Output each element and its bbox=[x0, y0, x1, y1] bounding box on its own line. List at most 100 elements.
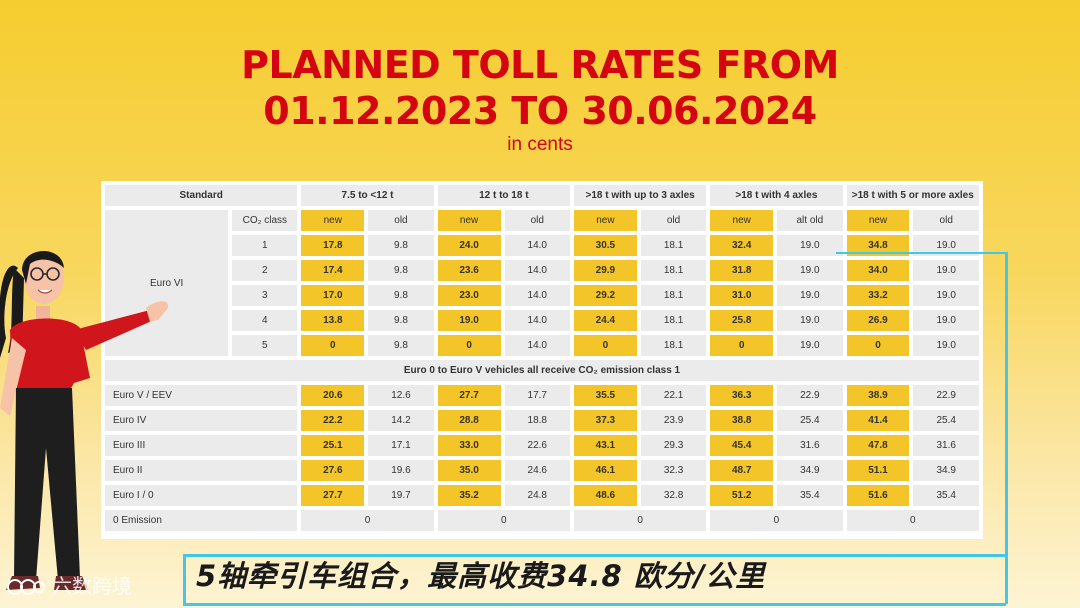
co2-class-cell: 2 bbox=[232, 260, 298, 281]
rate-new-cell: 51.6 bbox=[846, 485, 910, 506]
rate-new-cell: 17.4 bbox=[301, 260, 365, 281]
rate-old-cell: 19.0 bbox=[913, 335, 979, 356]
subheader-old: old bbox=[913, 210, 979, 231]
table-row: 0 Emission 0 0 0 0 0 bbox=[105, 510, 979, 531]
rate-new-cell: 48.6 bbox=[573, 485, 637, 506]
rate-new-cell: 31.0 bbox=[710, 285, 774, 306]
page-title: PLANNED TOLL RATES FROM 01.12.2023 TO 30… bbox=[0, 42, 1080, 134]
zero-emission-rate-cell: 0 bbox=[301, 510, 434, 531]
rate-new-cell: 25.1 bbox=[301, 435, 365, 456]
rate-new-cell: 22.2 bbox=[301, 410, 365, 431]
rate-old-cell: 17.1 bbox=[368, 435, 434, 456]
toll-rate-table: Standard 7.5 to <12 t 12 t to 18 t >18 t wi… bbox=[101, 181, 983, 535]
rate-old-cell: 18.1 bbox=[640, 310, 707, 331]
rate-old-cell: 19.7 bbox=[368, 485, 434, 506]
rate-old-cell: 29.3 bbox=[640, 435, 707, 456]
rate-new-cell: 28.8 bbox=[437, 410, 501, 431]
rate-new-cell: 27.6 bbox=[301, 460, 365, 481]
header-weight-group: 12 t to 18 t bbox=[437, 185, 570, 206]
page-subtitle: in cents bbox=[507, 134, 573, 155]
emission-class-note: Euro 0 to Euro V vehicles all receive CO… bbox=[105, 360, 979, 381]
table-row: Euro V / EEV 20.6 12.6 27.7 17.7 35.5 22.1 36.3… bbox=[105, 385, 979, 406]
rate-old-cell: 19.0 bbox=[913, 260, 979, 281]
table-row: Euro II 27.6 19.6 35.0 24.6 46.1 32.3 48.7 34.9 5… bbox=[105, 460, 979, 481]
rate-new-cell: 51.2 bbox=[710, 485, 774, 506]
rate-old-cell: 19.0 bbox=[777, 310, 843, 331]
subheader-new: new bbox=[301, 210, 365, 231]
rate-new-cell: 48.7 bbox=[710, 460, 774, 481]
rate-old-cell: 19.0 bbox=[913, 235, 979, 256]
table-row: Euro I / 0 27.7 19.7 35.2 24.8 48.6 32.8 51.2 35… bbox=[105, 485, 979, 506]
rate-old-cell: 19.0 bbox=[777, 335, 843, 356]
rate-new-cell: 34.8 bbox=[846, 235, 910, 256]
rate-new-cell: 27.7 bbox=[301, 485, 365, 506]
rate-new-cell: 33.2 bbox=[846, 285, 910, 306]
rate-old-cell: 25.4 bbox=[913, 410, 979, 431]
watermark-text: 六数跨境 bbox=[52, 576, 132, 598]
subheader-new: new bbox=[846, 210, 910, 231]
rate-old-cell: 18.1 bbox=[640, 235, 707, 256]
rate-old-cell: 9.8 bbox=[368, 285, 434, 306]
title-line-2: 01.12.2023 TO 30.06.2024 bbox=[263, 89, 817, 133]
rate-old-cell: 34.9 bbox=[913, 460, 979, 481]
rate-new-cell: 30.5 bbox=[573, 235, 637, 256]
rate-new-cell: 0 bbox=[437, 335, 501, 356]
rate-old-cell: 18.8 bbox=[504, 410, 570, 431]
rate-old-cell: 22.6 bbox=[504, 435, 570, 456]
rate-old-cell: 14.0 bbox=[504, 260, 570, 281]
subheader-new: new bbox=[573, 210, 637, 231]
rate-old-cell: 18.1 bbox=[640, 285, 707, 306]
subheader-old: alt old bbox=[777, 210, 843, 231]
rate-old-cell: 32.3 bbox=[640, 460, 707, 481]
rate-new-cell: 35.0 bbox=[437, 460, 501, 481]
rate-new-cell: 35.2 bbox=[437, 485, 501, 506]
title-line-1: PLANNED TOLL RATES FROM bbox=[241, 43, 839, 87]
table-row: 3 17.0 9.8 23.0 14.0 29.2 18.1 31.0 19.0 33.2 19.0 bbox=[105, 285, 979, 306]
rate-old-cell: 34.9 bbox=[777, 460, 843, 481]
rate-new-cell: 47.8 bbox=[846, 435, 910, 456]
table-header-row: Standard 7.5 to <12 t 12 t to 18 t >18 t wi… bbox=[105, 185, 979, 206]
toll-rate-table-panel: Standard 7.5 to <12 t 12 t to 18 t >18 t wi… bbox=[101, 181, 983, 539]
table-row: Euro III 25.1 17.1 33.0 22.6 43.1 29.3 45.4 31.6… bbox=[105, 435, 979, 456]
rate-new-cell: 19.0 bbox=[437, 310, 501, 331]
rate-old-cell: 9.8 bbox=[368, 335, 434, 356]
rate-old-cell: 32.8 bbox=[640, 485, 707, 506]
table-row: Euro IV 22.2 14.2 28.8 18.8 37.3 23.9 38.8 25.4 4… bbox=[105, 410, 979, 431]
rate-new-cell: 45.4 bbox=[710, 435, 774, 456]
rate-old-cell: 9.8 bbox=[368, 235, 434, 256]
rate-old-cell: 14.0 bbox=[504, 335, 570, 356]
rate-old-cell: 25.4 bbox=[777, 410, 843, 431]
zero-emission-rate-cell: 0 bbox=[846, 510, 979, 531]
highlight-callout-vertical-line bbox=[1005, 252, 1008, 604]
header-weight-group: >18 t with 5 or more axles bbox=[846, 185, 979, 206]
rate-new-cell: 36.3 bbox=[710, 385, 774, 406]
rate-new-cell: 25.8 bbox=[710, 310, 774, 331]
watermark-logo-icon bbox=[7, 579, 45, 595]
highlight-callout-line bbox=[836, 252, 1006, 254]
rate-old-cell: 31.6 bbox=[777, 435, 843, 456]
rate-new-cell: 24.0 bbox=[437, 235, 501, 256]
rate-old-cell: 14.0 bbox=[504, 310, 570, 331]
rate-old-cell: 18.1 bbox=[640, 335, 707, 356]
table-row: 5 0 9.8 0 14.0 0 18.1 0 19.0 0 19.0 bbox=[105, 335, 979, 356]
rate-new-cell: 51.1 bbox=[846, 460, 910, 481]
presenter-woman-illustration bbox=[0, 250, 169, 590]
rate-old-cell: 22.9 bbox=[913, 385, 979, 406]
co2-class-cell: 5 bbox=[232, 335, 298, 356]
rate-new-cell: 17.8 bbox=[301, 235, 365, 256]
table-note-row: Euro 0 to Euro V vehicles all receive CO… bbox=[105, 360, 979, 381]
rate-new-cell: 41.4 bbox=[846, 410, 910, 431]
co2-class-cell: 3 bbox=[232, 285, 298, 306]
table-subheader-row: Euro VI CO₂ class new old new old new old new alt… bbox=[105, 210, 979, 356]
rate-new-cell: 23.0 bbox=[437, 285, 501, 306]
rate-old-cell: 24.6 bbox=[504, 460, 570, 481]
rate-old-cell: 35.4 bbox=[777, 485, 843, 506]
rate-new-cell: 24.4 bbox=[573, 310, 637, 331]
rate-new-cell: 31.8 bbox=[710, 260, 774, 281]
rate-new-cell: 34.0 bbox=[846, 260, 910, 281]
rate-new-cell: 26.9 bbox=[846, 310, 910, 331]
emission-standard-label: Euro I / 0 bbox=[105, 485, 298, 506]
rate-old-cell: 19.0 bbox=[777, 235, 843, 256]
rate-old-cell: 19.0 bbox=[777, 285, 843, 306]
rate-new-cell: 0 bbox=[710, 335, 774, 356]
